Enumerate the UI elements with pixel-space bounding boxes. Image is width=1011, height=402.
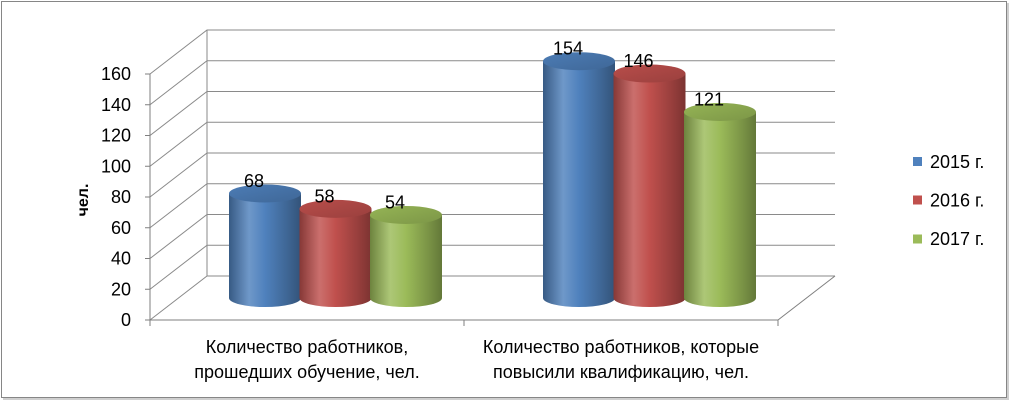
legend-item-2: 2016 г. — [913, 191, 984, 211]
bars — [229, 52, 756, 308]
x-category-label-line: повысили квалификацию, чел. — [493, 362, 749, 382]
x-category-label-line: Количество работников, которые — [483, 337, 759, 357]
bar-cylinder-top — [543, 52, 615, 71]
data-label-series-3-category-2: 121 — [694, 89, 724, 109]
labels: 0 20 40 60 80 100 120 140 160 68 58 54 154 146 121 Коли… — [101, 39, 759, 382]
bar-cylinder-body — [370, 214, 442, 307]
legend-item-3: 2017 г. — [913, 229, 984, 249]
bar-series-3-category-1 — [370, 205, 442, 307]
data-label-series-1-category-2: 154 — [553, 39, 583, 59]
x-category-label-1: Количество работников, прошедших обучение… — [194, 337, 419, 382]
legend-item-1: 2015 г. — [913, 152, 984, 172]
floor-right-edge — [777, 275, 836, 321]
bar-series-3-category-2 — [684, 102, 756, 308]
x-category-label-2: Количество работников, которые повысили к… — [483, 337, 759, 382]
bar-cylinder-top — [299, 199, 372, 218]
bar-series-1-category-2 — [543, 52, 615, 307]
gridline — [149, 29, 835, 75]
bar-cylinder-body — [613, 73, 686, 308]
legend-label-3: 2017 г. — [930, 229, 984, 249]
data-label-series-2-category-1: 58 — [314, 186, 334, 206]
x-category-label-line: Количество работников, — [206, 337, 409, 357]
legend-label-2: 2016 г. — [930, 191, 984, 211]
y-tick-label: 60 — [111, 218, 131, 238]
bar-cylinder-top — [229, 184, 301, 203]
y-tick-label: 120 — [101, 126, 131, 146]
bar-series-2-category-1 — [299, 199, 372, 307]
x-category-label-line: прошедших обучение, чел. — [194, 362, 419, 382]
legend-swatch-3 — [913, 234, 922, 244]
bar-cylinder-body — [684, 111, 756, 308]
axes — [145, 73, 836, 326]
y-tick-label: 20 — [111, 279, 131, 299]
bar-series-2-category-2 — [613, 64, 686, 308]
bar-cylinder-top — [613, 64, 686, 83]
gridline — [149, 60, 835, 106]
data-label-series-1-category-1: 68 — [244, 171, 264, 191]
legend-swatch-1 — [913, 157, 922, 166]
data-label-series-2-category-2: 146 — [623, 51, 653, 71]
data-label-series-3-category-1: 54 — [385, 192, 405, 212]
legend-label-1: 2015 г. — [930, 152, 984, 172]
y-tick-label: 140 — [101, 95, 131, 115]
bar-cylinder-body — [299, 208, 372, 307]
y-tick-label: 0 — [121, 310, 131, 330]
bar-cylinder-body — [543, 61, 615, 307]
y-tick-label: 100 — [101, 156, 131, 176]
y-axis-label: чел. — [75, 184, 92, 217]
legend: 2015 г. 2016 г. 2017 г. — [913, 152, 984, 249]
y-tick-label: 80 — [111, 187, 131, 207]
bar-cylinder-top — [370, 205, 442, 224]
bar-cylinder-top — [684, 102, 756, 121]
y-tick-label: 160 — [101, 64, 131, 84]
legend-swatch-2 — [913, 195, 922, 205]
bar-cylinder-body — [229, 193, 301, 307]
bar-series-1-category-1 — [229, 184, 301, 307]
y-tick-label: 40 — [111, 249, 131, 269]
